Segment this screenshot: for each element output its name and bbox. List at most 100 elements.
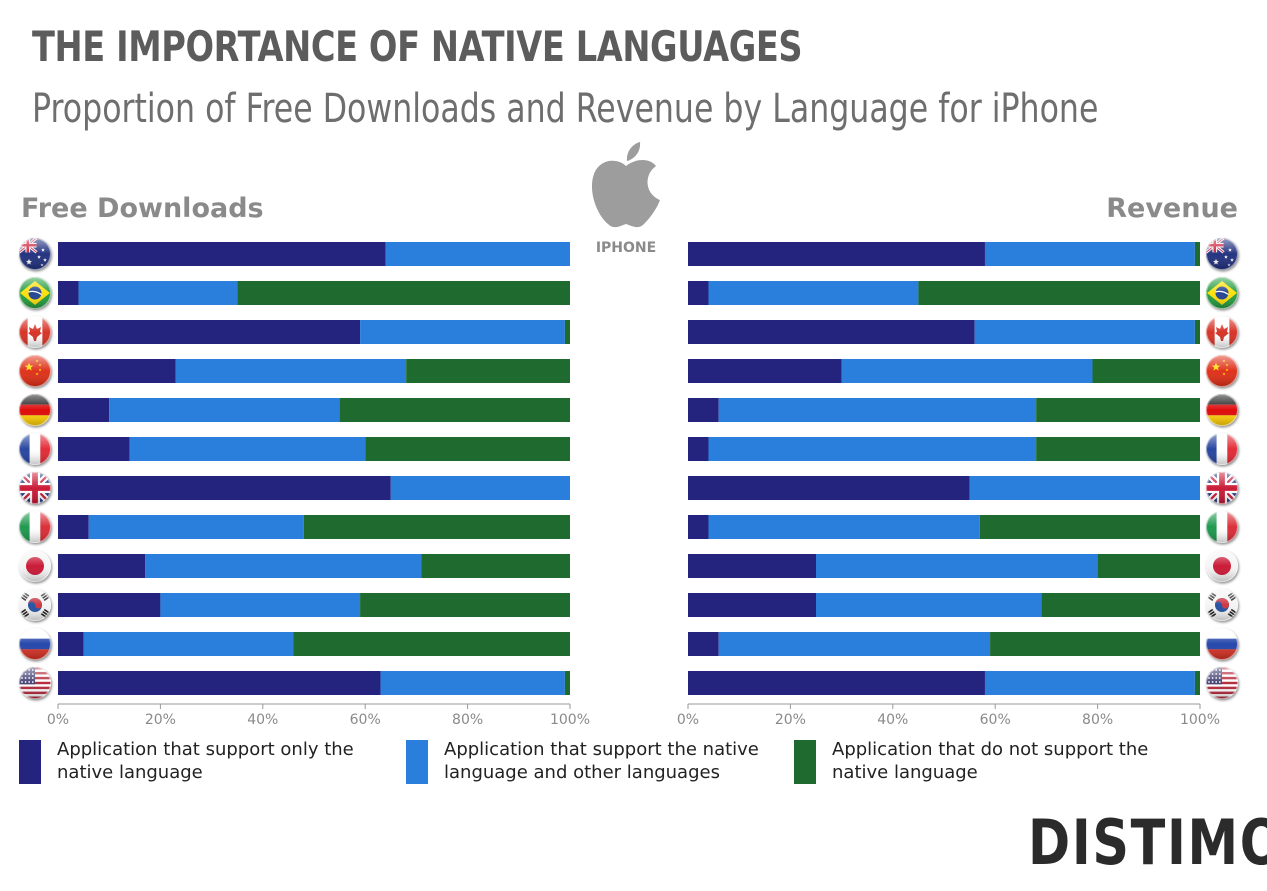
canada-flag-icon bbox=[19, 316, 51, 348]
x-tick-label-free-downloads-1: 20% bbox=[145, 712, 176, 728]
bar-free-downloads-only-native-0 bbox=[58, 242, 386, 266]
bar-revenue-native-and-other-9 bbox=[816, 593, 1042, 617]
australia-flag-icon bbox=[19, 238, 51, 270]
bar-free-downloads-native-and-other-11 bbox=[380, 671, 565, 695]
bar-free-downloads-only-native-8 bbox=[58, 554, 146, 578]
distimo-logo: DISTIMO bbox=[1028, 806, 1267, 879]
bar-free-downloads-native-and-other-2 bbox=[360, 320, 565, 344]
bar-free-downloads-only-native-2 bbox=[58, 320, 361, 344]
bar-free-downloads-only-native-3 bbox=[58, 359, 176, 383]
italy-flag-icon bbox=[19, 511, 51, 543]
bar-free-downloads-native-and-other-1 bbox=[78, 281, 238, 305]
panel-title-free-downloads: Free Downloads bbox=[21, 193, 264, 224]
bar-revenue-only-native-3 bbox=[688, 359, 842, 383]
bar-free-downloads-no-native-1 bbox=[237, 281, 570, 305]
legend-swatch-only-native bbox=[19, 740, 41, 784]
bar-free-downloads-only-native-11 bbox=[58, 671, 381, 695]
x-tick-label-free-downloads-4: 80% bbox=[452, 712, 483, 728]
south-korea-flag-icon bbox=[1206, 589, 1238, 621]
bar-revenue-only-native-0 bbox=[688, 242, 985, 266]
bar-revenue-only-native-8 bbox=[688, 554, 816, 578]
bar-free-downloads-native-and-other-3 bbox=[175, 359, 407, 383]
germany-flag-icon bbox=[1206, 394, 1238, 426]
bar-revenue-native-and-other-10 bbox=[718, 632, 991, 656]
bar-revenue-only-native-4 bbox=[688, 398, 719, 422]
legend-swatch-native-and-other bbox=[406, 740, 428, 784]
x-tick-label-free-downloads-2: 40% bbox=[247, 712, 278, 728]
x-tick-label-revenue-1: 20% bbox=[775, 712, 806, 728]
bar-free-downloads-native-and-other-8 bbox=[145, 554, 422, 578]
bar-free-downloads-native-and-other-4 bbox=[109, 398, 340, 422]
france-flag-icon bbox=[19, 433, 51, 465]
bar-free-downloads-only-native-9 bbox=[58, 593, 161, 617]
bar-revenue-no-native-10 bbox=[990, 632, 1200, 656]
x-tick-label-free-downloads-0: 0% bbox=[47, 712, 69, 728]
usa-flag-icon bbox=[1206, 667, 1238, 699]
china-flag-icon bbox=[1206, 355, 1238, 387]
bar-free-downloads-native-and-other-5 bbox=[129, 437, 366, 461]
bar-free-downloads-no-native-7 bbox=[303, 515, 570, 539]
bar-revenue-only-native-5 bbox=[688, 437, 709, 461]
bar-free-downloads-native-and-other-0 bbox=[385, 242, 570, 266]
bar-revenue-no-native-0 bbox=[1194, 242, 1200, 266]
page-subtitle: Proportion of Free Downloads and Revenue… bbox=[32, 86, 1099, 132]
legend-label-only-native: Application that support only the native… bbox=[57, 739, 354, 783]
bar-free-downloads-no-native-4 bbox=[339, 398, 570, 422]
legend-label-no-native: Application that do not support the nati… bbox=[832, 739, 1149, 783]
bar-free-downloads-only-native-5 bbox=[58, 437, 130, 461]
canada-flag-icon bbox=[1206, 316, 1238, 348]
bar-free-downloads-native-and-other-9 bbox=[160, 593, 361, 617]
france-flag-icon bbox=[1206, 433, 1238, 465]
bar-free-downloads-no-native-3 bbox=[406, 359, 570, 383]
bar-revenue-only-native-10 bbox=[688, 632, 719, 656]
italy-flag-icon bbox=[1206, 511, 1238, 543]
bar-free-downloads-no-native-8 bbox=[421, 554, 570, 578]
australia-flag-icon bbox=[1206, 238, 1238, 270]
x-tick-label-revenue-0: 0% bbox=[677, 712, 699, 728]
bar-free-downloads-native-and-other-7 bbox=[88, 515, 304, 539]
bar-free-downloads-only-native-10 bbox=[58, 632, 84, 656]
bar-revenue-no-native-7 bbox=[979, 515, 1200, 539]
bar-revenue-native-and-other-8 bbox=[816, 554, 1098, 578]
south-korea-flag-icon bbox=[19, 589, 51, 621]
bar-revenue-no-native-11 bbox=[1194, 671, 1200, 695]
brazil-flag-icon bbox=[1206, 277, 1238, 309]
apple-icon bbox=[591, 142, 660, 228]
bar-revenue-native-and-other-4 bbox=[718, 398, 1037, 422]
bar-revenue-no-native-1 bbox=[918, 281, 1200, 305]
bar-revenue-only-native-7 bbox=[688, 515, 709, 539]
bar-revenue-native-and-other-1 bbox=[708, 281, 919, 305]
uk-flag-icon bbox=[19, 472, 51, 504]
bar-revenue-native-and-other-0 bbox=[984, 242, 1195, 266]
bar-revenue-no-native-5 bbox=[1036, 437, 1200, 461]
bar-free-downloads-no-native-5 bbox=[365, 437, 570, 461]
bar-revenue-native-and-other-7 bbox=[708, 515, 980, 539]
germany-flag-icon bbox=[19, 394, 51, 426]
russia-flag-icon bbox=[1206, 628, 1238, 660]
russia-flag-icon bbox=[19, 628, 51, 660]
bar-free-downloads-native-and-other-10 bbox=[83, 632, 294, 656]
bar-revenue-only-native-2 bbox=[688, 320, 975, 344]
bar-revenue-native-and-other-6 bbox=[969, 476, 1200, 500]
bar-revenue-no-native-8 bbox=[1097, 554, 1200, 578]
bar-revenue-native-and-other-11 bbox=[984, 671, 1195, 695]
bar-free-downloads-no-native-11 bbox=[564, 671, 570, 695]
bar-free-downloads-no-native-2 bbox=[564, 320, 570, 344]
bar-free-downloads-only-native-4 bbox=[58, 398, 110, 422]
uk-flag-icon bbox=[1206, 472, 1238, 504]
x-tick-label-revenue-2: 40% bbox=[877, 712, 908, 728]
bar-revenue-native-and-other-3 bbox=[841, 359, 1093, 383]
bar-revenue-native-and-other-5 bbox=[708, 437, 1037, 461]
bar-free-downloads-no-native-10 bbox=[293, 632, 570, 656]
panel-title-revenue: Revenue bbox=[1106, 193, 1238, 224]
bar-revenue-no-native-2 bbox=[1194, 320, 1200, 344]
x-tick-label-revenue-5: 100% bbox=[1180, 712, 1220, 728]
bar-free-downloads-native-and-other-6 bbox=[390, 476, 570, 500]
usa-flag-icon bbox=[19, 667, 51, 699]
bar-revenue-native-and-other-2 bbox=[974, 320, 1195, 344]
platform-label: IPHONE bbox=[595, 240, 657, 256]
bar-revenue-only-native-1 bbox=[688, 281, 709, 305]
x-tick-label-revenue-4: 80% bbox=[1082, 712, 1113, 728]
japan-flag-icon bbox=[1206, 550, 1238, 582]
